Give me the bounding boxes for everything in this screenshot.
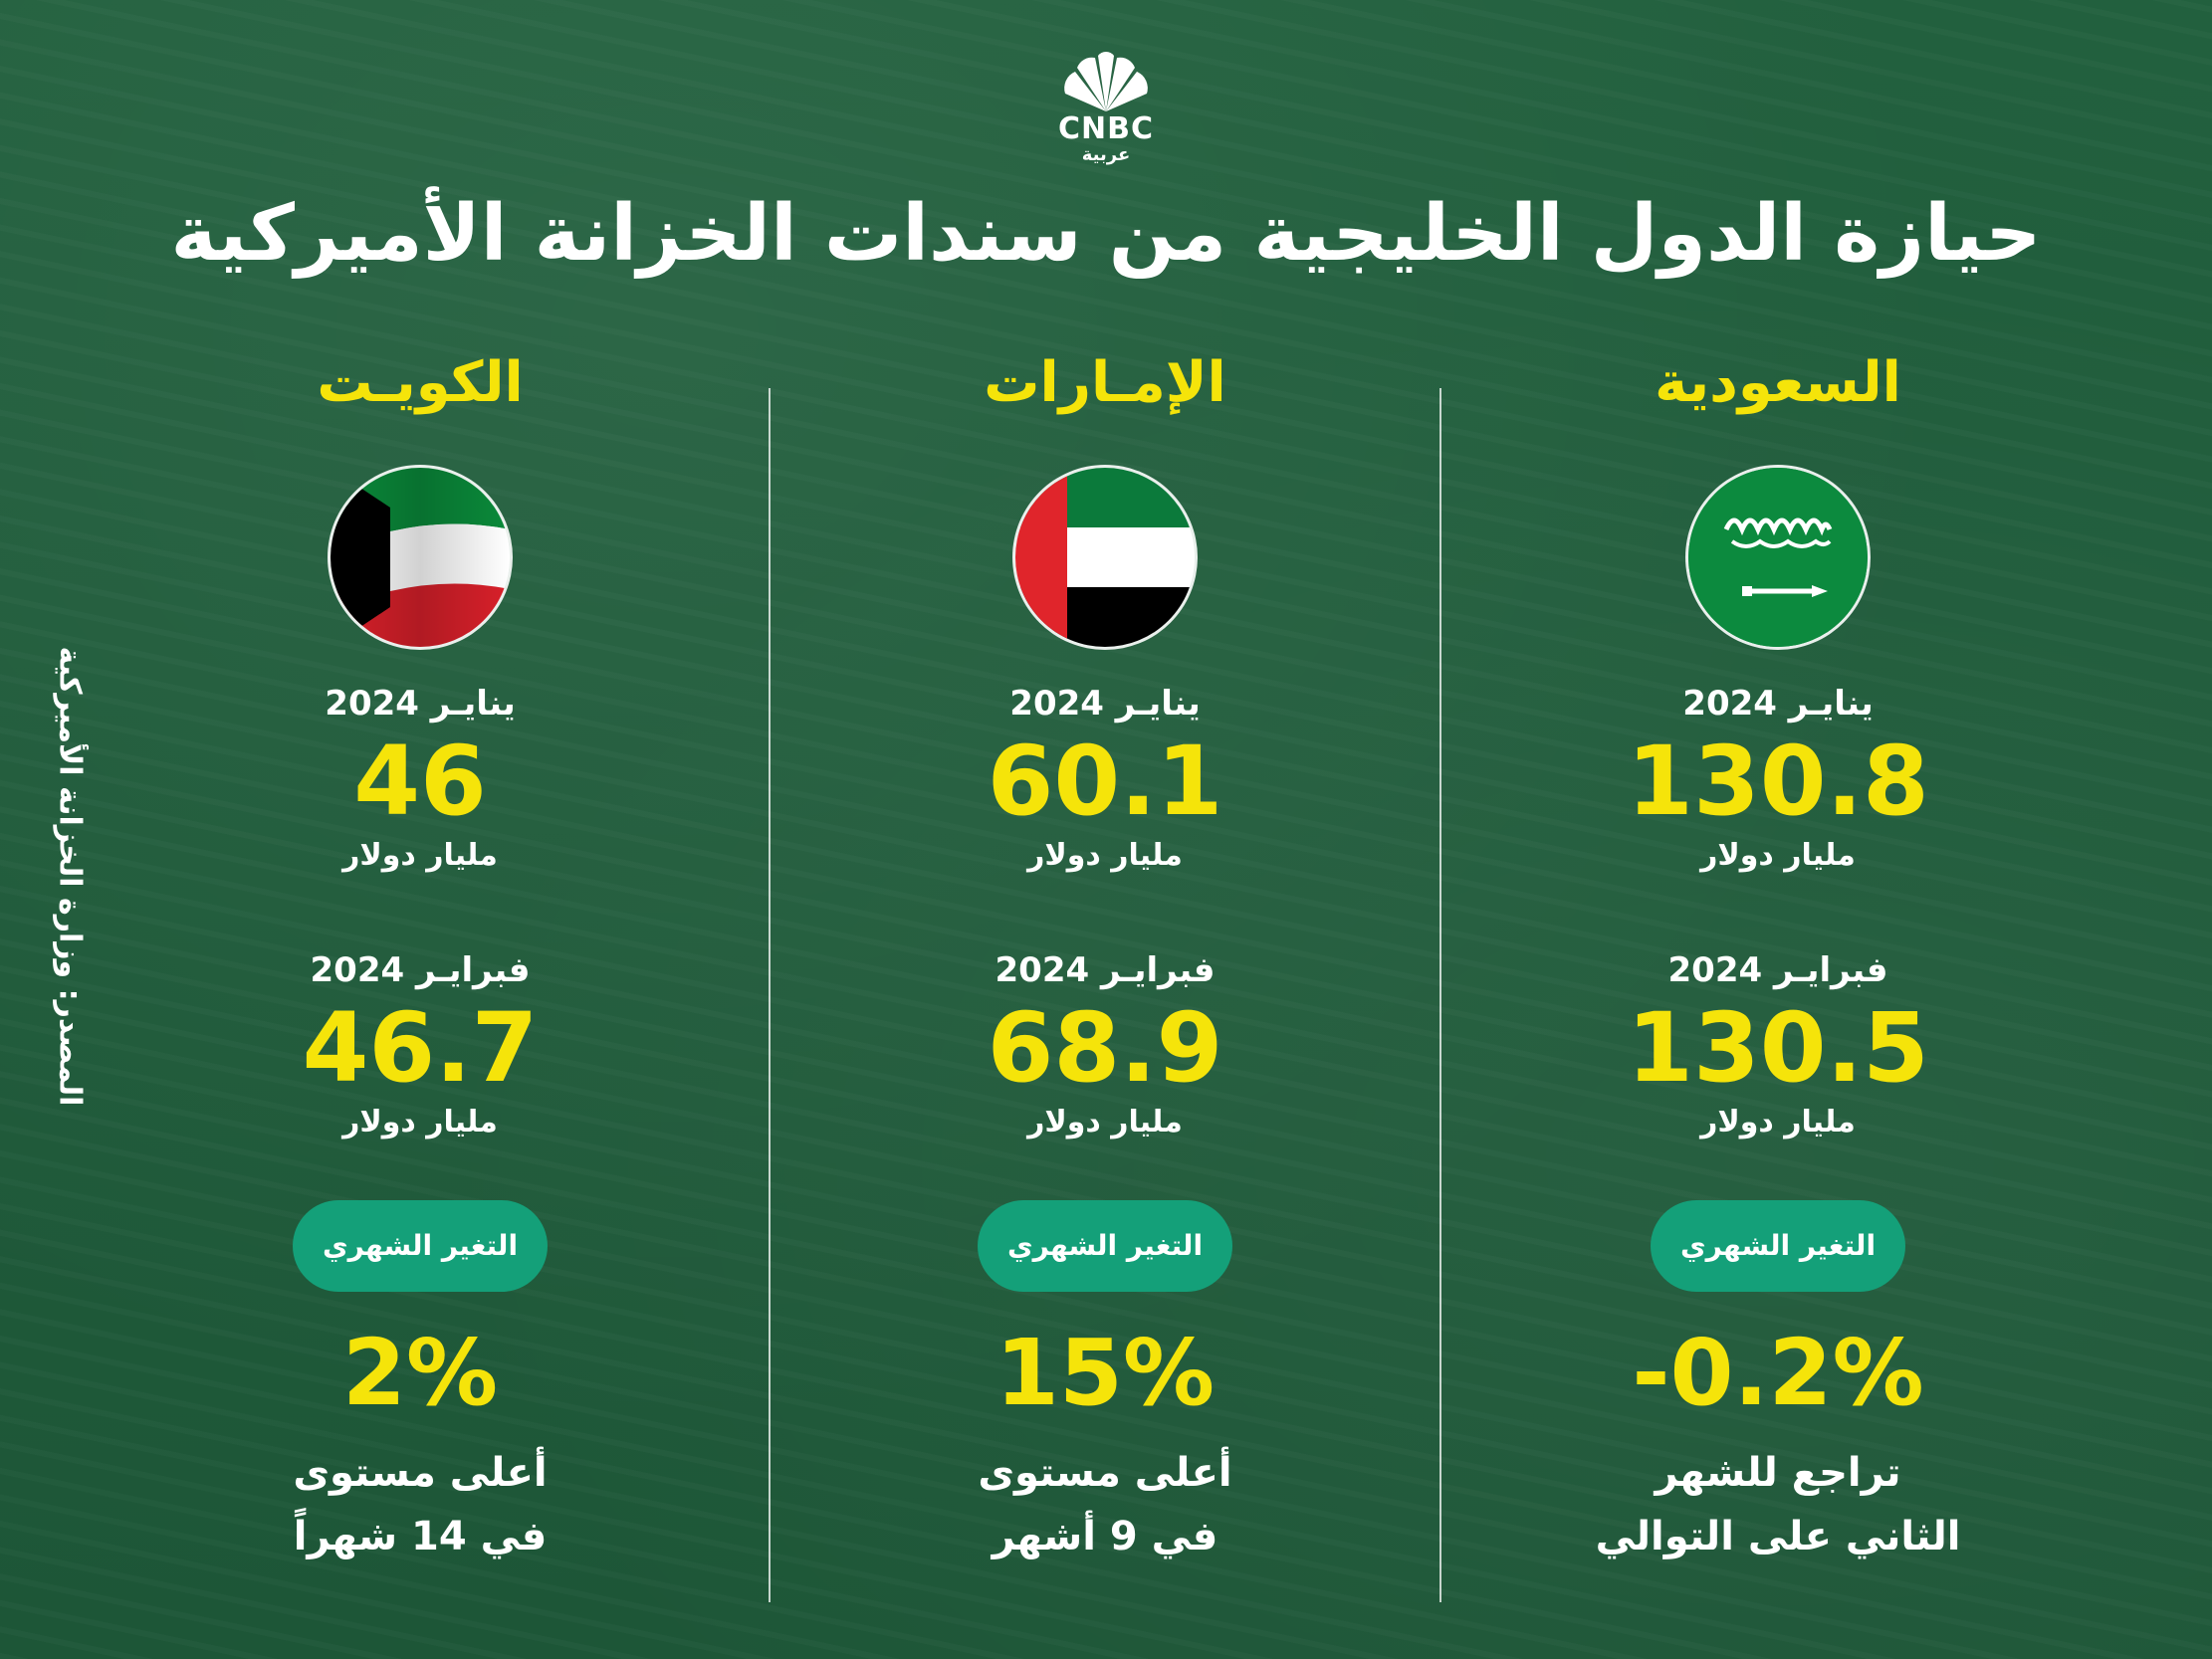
feb-unit: مليار دولار bbox=[1027, 1105, 1183, 1140]
feb-label: فبرايـر 2024 bbox=[1667, 950, 1888, 990]
change-value: -0.2% bbox=[1632, 1320, 1924, 1426]
jan-value: 46 bbox=[353, 726, 487, 837]
note-line-1: أعلى مستوى bbox=[978, 1450, 1232, 1496]
jan-label: ينايـر 2024 bbox=[325, 684, 516, 724]
feb-label: فبرايـر 2024 bbox=[995, 950, 1216, 990]
source-note: المصدر: وزارة الخزانة الأميركية bbox=[40, 597, 100, 1154]
jan-unit: مليار دولار bbox=[1027, 838, 1183, 873]
country-name: الإمـارات bbox=[984, 350, 1226, 415]
source-text: المصدر: وزارة الخزانة الأميركية bbox=[52, 646, 88, 1106]
feb-unit: مليار دولار bbox=[342, 1105, 498, 1140]
kuwait-flag-icon bbox=[331, 468, 510, 647]
column-divider-left bbox=[769, 388, 771, 1602]
jan-value: 60.1 bbox=[987, 726, 1223, 837]
note-line-2: في 14 شهراً bbox=[293, 1514, 548, 1559]
peacock-icon bbox=[1064, 52, 1148, 111]
uae-flag-icon bbox=[1015, 468, 1195, 647]
country-name: الكويـت bbox=[317, 350, 524, 415]
change-badge: التغير الشهري bbox=[292, 1200, 549, 1292]
feb-value: 130.5 bbox=[1627, 992, 1929, 1104]
feb-label: فبرايـر 2024 bbox=[310, 950, 531, 990]
feb-unit: مليار دولار bbox=[1700, 1105, 1856, 1140]
note-line-2: الثاني على التوالي bbox=[1595, 1514, 1961, 1559]
change-badge: التغير الشهري bbox=[1650, 1200, 1906, 1292]
change-value: 15% bbox=[995, 1320, 1216, 1426]
note-line-1: تراجع للشهر bbox=[1655, 1450, 1901, 1496]
cnbc-arabia-logo: CNBC عربية bbox=[1036, 52, 1176, 181]
jan-unit: مليار دولار bbox=[1700, 838, 1856, 873]
feb-value: 68.9 bbox=[987, 992, 1223, 1104]
jan-label: ينايـر 2024 bbox=[1009, 684, 1201, 724]
logo-sub: عربية bbox=[1081, 144, 1131, 165]
feb-value: 46.7 bbox=[302, 992, 539, 1104]
jan-unit: مليار دولار bbox=[342, 838, 498, 873]
jan-value: 130.8 bbox=[1627, 726, 1929, 837]
column-divider-right bbox=[1439, 388, 1441, 1602]
note-line-1: أعلى مستوى bbox=[293, 1450, 548, 1496]
change-badge: التغير الشهري bbox=[977, 1200, 1233, 1292]
change-value: 2% bbox=[341, 1320, 499, 1426]
column-saudi: السعودية ينايـر 2024 130.8 مليار دولار ف… bbox=[1479, 343, 2077, 1568]
country-name: السعودية bbox=[1655, 350, 1901, 415]
logo-brand: CNBC bbox=[1057, 111, 1154, 146]
note-line-2: في 9 أشهر bbox=[992, 1514, 1218, 1559]
saudi-flag-icon bbox=[1688, 468, 1868, 647]
page-title: حيازة الدول الخليجية من سندات الخزانة ال… bbox=[170, 189, 2042, 279]
jan-label: ينايـر 2024 bbox=[1682, 684, 1874, 724]
column-uae: الإمـارات ينايـر 2024 60.1 مليار دولار ف… bbox=[806, 343, 1404, 1568]
column-kuwait: الكويـت ينايـر 2024 46 مليار دولار فبراي… bbox=[121, 343, 719, 1568]
